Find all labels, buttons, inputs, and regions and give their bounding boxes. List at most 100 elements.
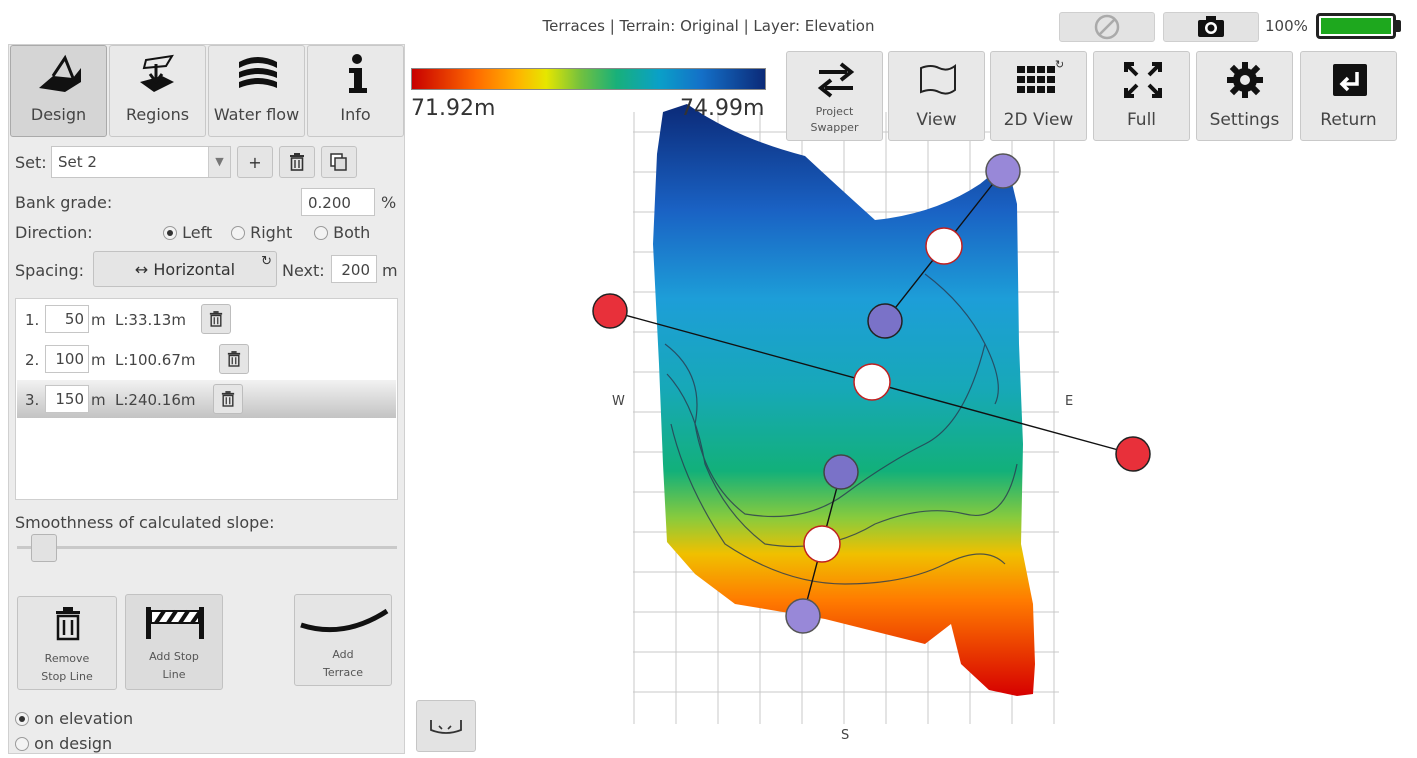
profile-view-button[interactable]	[416, 700, 476, 752]
terrace-unit: m	[91, 391, 106, 409]
no-signal-icon	[1094, 14, 1120, 40]
profile-icon	[430, 720, 462, 734]
add-terrace-label-1: Add	[332, 648, 354, 661]
direction-both-radio[interactable]: Both	[314, 223, 370, 242]
spacing-mode-button[interactable]: ↔ Horizontal ↻	[93, 251, 277, 287]
bank-grade-label: Bank grade:	[15, 193, 113, 212]
add-set-button[interactable]: +	[237, 146, 273, 178]
copy-icon	[330, 153, 347, 171]
add-stop-line-button[interactable]: Add Stop Line	[125, 594, 223, 690]
stop-line-mid-handle[interactable]	[925, 227, 963, 265]
add-set-label: +	[248, 152, 262, 172]
tab-regions-label: Regions	[125, 105, 190, 124]
svg-text:↻: ↻	[1055, 60, 1063, 71]
on-elevation-radio[interactable]: on elevation	[15, 709, 133, 728]
terrain-surface	[653, 104, 1035, 696]
terrace-row-2[interactable]: 2. 100 m L:100.67m	[17, 340, 396, 378]
direction-left-label: Left	[182, 223, 213, 242]
direction-label: Direction:	[15, 223, 93, 242]
smoothness-slider-thumb[interactable]	[31, 534, 57, 562]
spacing-label: Spacing:	[15, 261, 85, 280]
trash-icon	[209, 311, 223, 327]
radio-icon	[163, 226, 177, 240]
map-view[interactable]: W E S	[405, 44, 1417, 754]
tab-regions[interactable]: Regions	[109, 45, 206, 137]
tab-info[interactable]: Info	[307, 45, 404, 137]
next-label: Next:	[282, 261, 325, 280]
settings-button[interactable]: Settings	[1196, 51, 1293, 141]
compass-east: E	[1065, 394, 1074, 409]
radio-icon	[15, 737, 29, 751]
set-label: Set:	[15, 153, 47, 172]
terrace-spacing-input[interactable]: 150	[45, 385, 89, 413]
terrace-row-1[interactable]: 1. 50 m L:33.13m	[17, 300, 396, 338]
line-end-handle[interactable]	[1115, 436, 1151, 472]
terrace-spacing-input[interactable]: 50	[45, 305, 89, 333]
project-swapper-button[interactable]: Project Swapper	[786, 51, 883, 141]
terrace-row-3[interactable]: 3. 150 m L:240.16m	[17, 380, 396, 418]
stop-line-end-handle[interactable]	[985, 153, 1021, 189]
radio-icon	[314, 226, 328, 240]
tab-water-flow[interactable]: Water flow	[208, 45, 305, 137]
terrace-list: 1. 50 m L:33.13m 2. 100 m L:100.67m 3. 1…	[15, 298, 398, 500]
terrain-map[interactable]	[405, 44, 1417, 754]
delete-terrace-button[interactable]	[213, 384, 243, 414]
add-terrace-label-2: Terrace	[322, 666, 364, 679]
trash-icon	[56, 607, 80, 641]
stop-line-end-handle[interactable]	[867, 303, 903, 339]
smoothness-label: Smoothness of calculated slope:	[15, 513, 275, 532]
project-swapper-label-2: Swapper	[810, 121, 859, 134]
terrace-length: L:240.16m	[115, 391, 196, 409]
set-select[interactable]: Set 2 ▼	[51, 146, 231, 178]
add-stop-line-label-2: Line	[162, 668, 186, 681]
gear-icon	[1227, 62, 1263, 98]
refresh-icon: ↻	[261, 254, 272, 269]
line-mid-handle[interactable]	[853, 363, 891, 401]
on-design-radio[interactable]: on design	[15, 734, 112, 753]
next-input[interactable]: 200	[331, 255, 377, 283]
battery-tip	[1396, 20, 1401, 32]
no-signal-button[interactable]	[1059, 12, 1155, 42]
terrace-length: L:33.13m	[115, 311, 186, 329]
legend-min: 71.92m	[411, 96, 496, 121]
return-icon	[1333, 64, 1367, 96]
tab-design-label: Design	[30, 105, 87, 124]
screenshot-button[interactable]	[1163, 12, 1259, 42]
trash-icon	[221, 391, 235, 407]
stop-line-end-handle[interactable]	[785, 598, 821, 634]
terrace-num: 2.	[25, 351, 40, 369]
delete-set-button[interactable]	[279, 146, 315, 178]
full-button[interactable]: Full	[1093, 51, 1190, 141]
tab-water-flow-label: Water flow	[213, 105, 300, 124]
design-panel: Design Regions Water flow Info Set: Set …	[8, 44, 405, 754]
terrace-spacing-input[interactable]: 100	[45, 345, 89, 373]
radio-icon	[15, 712, 29, 726]
terrace-curve-icon	[300, 608, 389, 633]
legend-max: 74.99m	[680, 96, 765, 121]
remove-stop-line-button[interactable]: Remove Stop Line	[17, 596, 117, 690]
copy-set-button[interactable]	[321, 146, 357, 178]
stop-line-end-handle[interactable]	[823, 454, 859, 490]
smoothness-slider-track[interactable]	[17, 546, 397, 549]
bank-grade-input[interactable]: 0.200	[301, 188, 375, 216]
tab-design[interactable]: Design	[10, 45, 107, 137]
tab-info-label: Info	[340, 105, 371, 124]
fullscreen-icon	[1124, 62, 1162, 98]
trash-icon	[227, 351, 241, 367]
line-end-handle[interactable]	[592, 293, 628, 329]
spacing-mode-label: ↔ Horizontal	[134, 259, 236, 279]
delete-terrace-button[interactable]	[219, 344, 249, 374]
camera-icon	[1198, 16, 1224, 37]
return-button[interactable]: Return	[1300, 51, 1397, 141]
set-value: Set 2	[58, 153, 97, 171]
2d-view-button[interactable]: ↻ 2D View	[990, 51, 1087, 141]
direction-right-radio[interactable]: Right	[231, 223, 292, 242]
view-button[interactable]: View	[888, 51, 985, 141]
add-terrace-button[interactable]: Add Terrace	[294, 594, 392, 686]
remove-stop-line-label-2: Stop Line	[41, 670, 93, 683]
remove-stop-line-label-1: Remove	[44, 652, 90, 665]
on-design-label: on design	[34, 734, 113, 753]
delete-terrace-button[interactable]	[201, 304, 231, 334]
direction-left-radio[interactable]: Left	[163, 223, 212, 242]
stop-line-mid-handle[interactable]	[803, 525, 841, 563]
